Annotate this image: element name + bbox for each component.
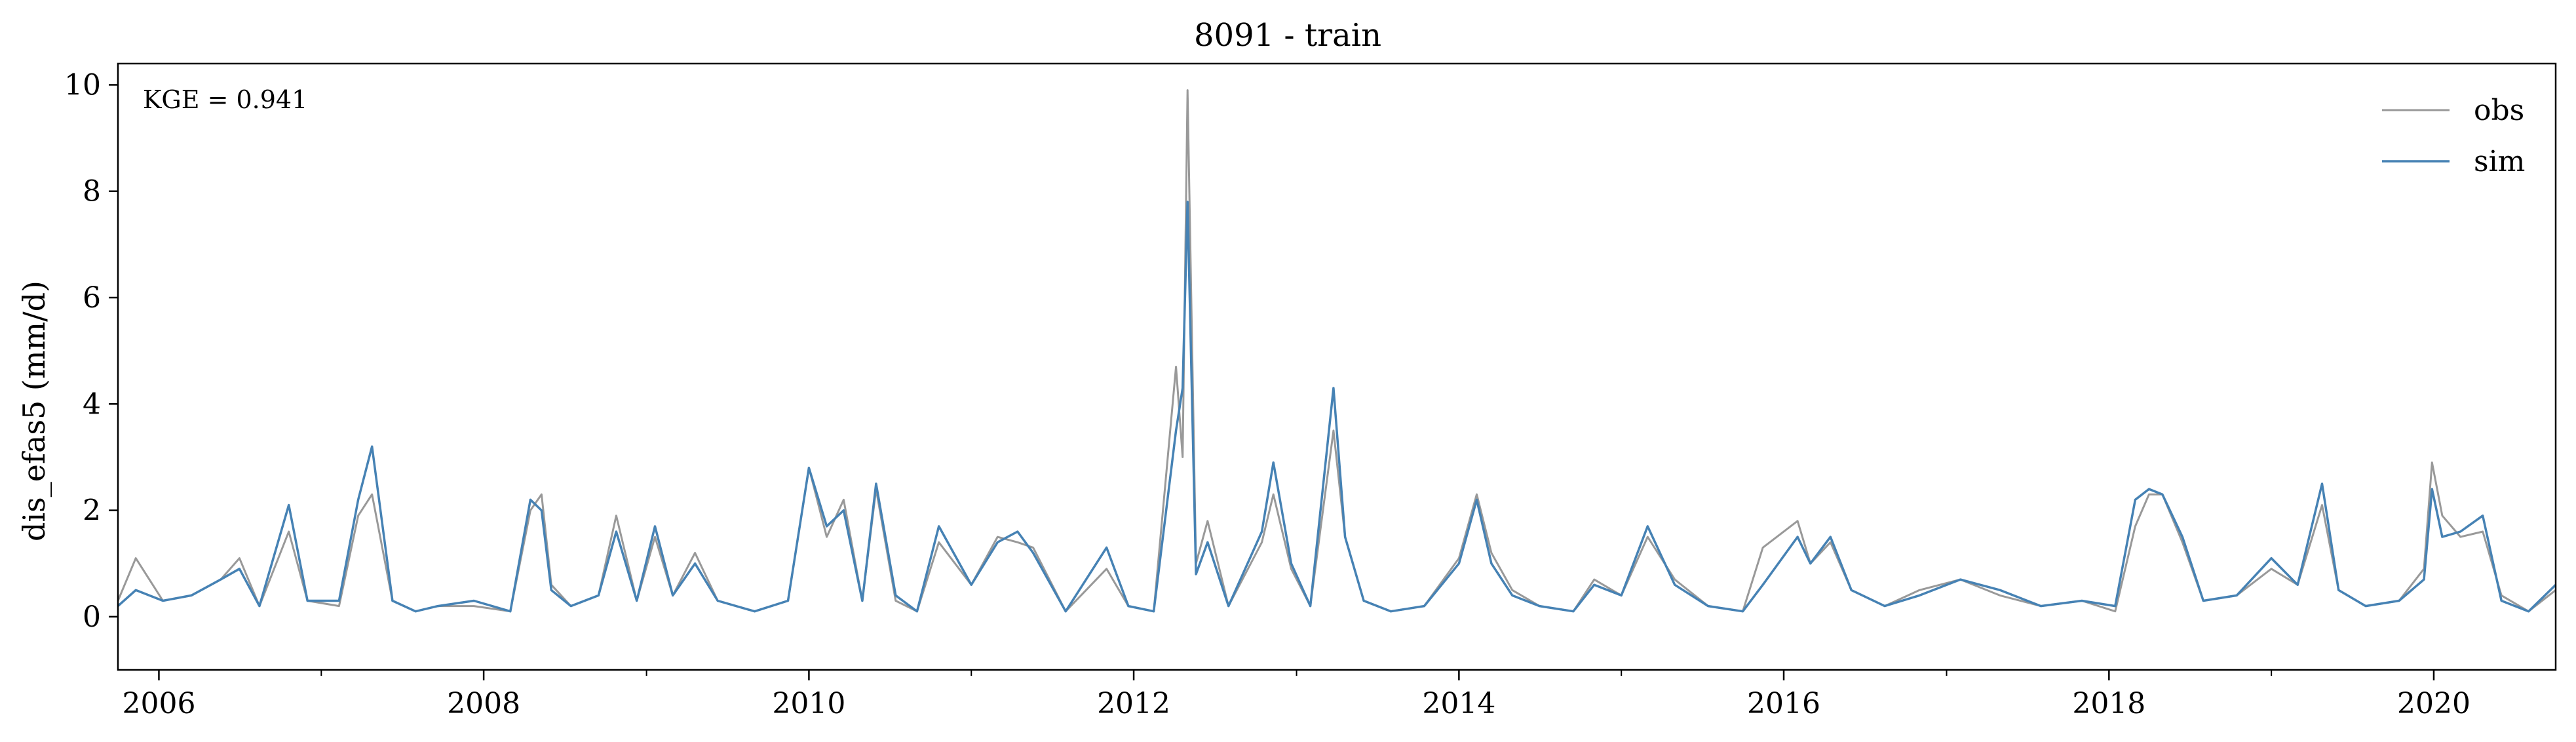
y-tick-label: 4 xyxy=(83,387,101,421)
x-tick-label: 2010 xyxy=(772,687,845,720)
kge-annotation: KGE = 0.941 xyxy=(143,85,307,114)
series-line-obs xyxy=(117,89,2556,613)
legend-label-obs: obs xyxy=(2474,94,2524,127)
y-tick-label: 0 xyxy=(83,600,101,634)
x-tick-label: 2018 xyxy=(2072,687,2145,720)
chart-title: 8091 - train xyxy=(1194,17,1381,54)
axis-ticks: 0 2 4 6 8 10 2006 2008 2010 2012 2014 2016 2018 2020 xyxy=(64,68,2470,720)
x-tick-label: 2020 xyxy=(2397,687,2470,720)
series-line-sim xyxy=(117,201,2557,613)
legend-label-sim: sim xyxy=(2474,145,2525,178)
x-tick-label: 2012 xyxy=(1097,687,1170,720)
plot-area xyxy=(117,89,2557,613)
y-tick-label: 2 xyxy=(83,494,101,528)
y-tick-label: 6 xyxy=(83,281,101,315)
plot-frame xyxy=(117,62,2557,671)
legend: obs sim xyxy=(2382,94,2525,178)
x-tick-label: 2014 xyxy=(1422,687,1495,720)
x-tick-label: 2016 xyxy=(1747,687,1820,720)
y-axis-label: dis_efas5 (mm/d) xyxy=(16,281,52,541)
x-tick-label: 2006 xyxy=(122,687,195,720)
x-tick-label: 2008 xyxy=(447,687,520,720)
y-tick-label: 10 xyxy=(64,68,101,102)
y-tick-label: 8 xyxy=(83,175,101,208)
